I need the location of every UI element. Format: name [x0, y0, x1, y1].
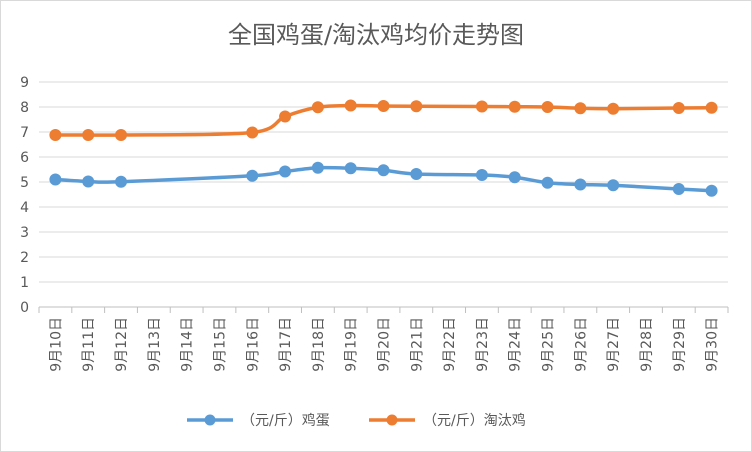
x-tick-label: 9月14日: [180, 317, 196, 372]
x-tick-label: 9月11日: [81, 317, 97, 372]
data-point: [344, 99, 357, 112]
data-point: [574, 178, 587, 191]
data-point: [82, 129, 95, 141]
series-line-0: [55, 165, 712, 193]
x-tick-label: 9月13日: [147, 317, 163, 372]
x-tick-label: 9月25日: [541, 317, 557, 372]
data-point: [246, 126, 259, 139]
data-point: [410, 100, 423, 113]
data-point: [377, 100, 390, 112]
x-tick-label: 9月29日: [672, 317, 688, 372]
legend-label-0: （元/斤）鸡蛋: [241, 412, 330, 429]
data-point: [541, 176, 554, 189]
data-point: [475, 169, 488, 181]
data-point: [672, 102, 685, 114]
data-point: [82, 175, 95, 188]
data-point: [672, 183, 685, 195]
data-point: [49, 129, 62, 141]
data-point: [49, 173, 62, 186]
series-line-1: [55, 103, 712, 137]
x-tick-label: 9月24日: [508, 317, 524, 372]
x-tick-label: 9月19日: [344, 317, 360, 372]
x-tick-label: 9月18日: [311, 317, 327, 372]
x-tick-label: 9月21日: [409, 317, 425, 372]
data-point: [607, 102, 620, 115]
data-point: [279, 165, 292, 178]
data-point: [115, 129, 128, 141]
legend-marker-0: [204, 414, 216, 426]
x-tick-label: 9月20日: [377, 317, 393, 372]
x-tick-label: 9月17日: [278, 317, 294, 372]
y-tick-label: 5: [20, 175, 29, 191]
legend-marker-1: [386, 414, 398, 426]
data-point: [115, 175, 128, 188]
y-tick-label: 9: [20, 75, 29, 91]
data-point: [705, 184, 718, 197]
y-tick-label: 1: [20, 275, 29, 291]
x-tick-label: 9月30日: [705, 317, 721, 372]
data-point: [574, 102, 587, 115]
x-tick-label: 9月23日: [475, 317, 491, 372]
x-tick-label: 9月12日: [114, 317, 130, 372]
data-point: [279, 110, 292, 123]
y-tick-label: 6: [20, 150, 29, 166]
x-tick-label: 9月10日: [48, 317, 64, 372]
x-tick-label: 9月27日: [606, 317, 622, 372]
data-point: [508, 100, 521, 113]
data-point: [410, 168, 423, 180]
data-point: [311, 101, 324, 114]
data-point: [705, 101, 718, 114]
x-tick-label: 9月28日: [639, 317, 655, 372]
y-tick-label: 7: [20, 125, 29, 141]
data-point: [377, 164, 390, 177]
y-tick-label: 4: [20, 200, 29, 216]
x-tick-label: 9月26日: [573, 317, 589, 372]
x-tick-label: 9月15日: [212, 317, 228, 372]
data-point: [541, 101, 554, 113]
y-tick-label: 3: [20, 225, 29, 241]
data-point: [508, 171, 521, 184]
data-point: [344, 162, 357, 175]
chart-title: 全国鸡蛋/淘汰鸡均价走势图: [227, 21, 525, 49]
x-tick-label: 9月16日: [245, 317, 261, 372]
data-point: [475, 100, 488, 113]
y-tick-label: 8: [20, 100, 29, 116]
data-point: [311, 161, 324, 174]
data-point: [246, 169, 259, 182]
data-point: [607, 179, 620, 192]
legend-label-1: （元/斤）淘汰鸡: [423, 412, 526, 429]
y-tick-label: 0: [20, 300, 29, 316]
y-tick-label: 2: [20, 250, 29, 266]
x-tick-label: 9月22日: [442, 317, 458, 372]
